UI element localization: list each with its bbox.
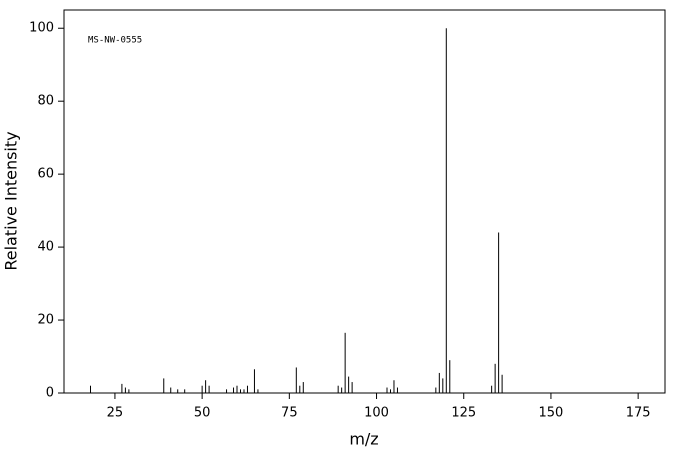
y-tick-label: 100 [29,21,54,36]
y-tick-label: 60 [37,167,54,182]
x-tick-label: 175 [626,406,651,421]
y-tick-label: 80 [37,94,54,109]
x-tick-label: 75 [281,406,298,421]
plot-frame [63,9,666,394]
x-tick-label: 100 [364,406,389,421]
x-tick-label: 150 [539,406,564,421]
annotation: MS-NW-0555 [88,36,142,46]
x-axis-label: m/z [349,430,378,449]
y-tick-label: 0 [46,386,54,401]
y-axis-label: Relative Intensity [2,131,21,270]
x-tick-label: 125 [451,406,476,421]
y-tick-label: 20 [37,313,54,328]
y-tick-label: 40 [37,240,54,255]
x-tick-label: 50 [194,406,211,421]
x-tick-label: 25 [107,406,124,421]
